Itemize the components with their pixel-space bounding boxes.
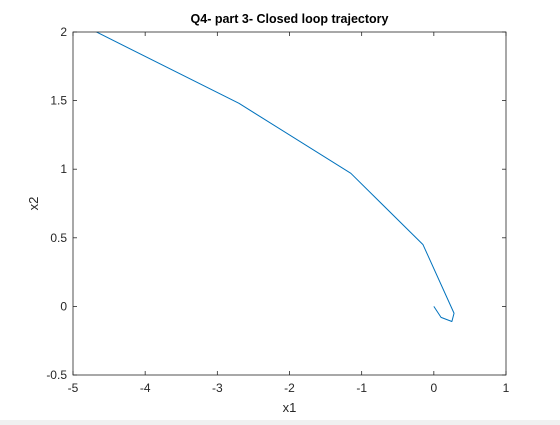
y-tick-label: 0.5 bbox=[50, 231, 67, 245]
y-axis-label: x2 bbox=[26, 197, 41, 211]
chart-title: Q4- part 3- Closed loop trajectory bbox=[191, 12, 389, 26]
y-tick-label: -0.5 bbox=[46, 368, 67, 382]
x-tick-label: -2 bbox=[284, 381, 295, 395]
x-tick-label: 0 bbox=[430, 381, 437, 395]
x-tick-label: -5 bbox=[68, 381, 79, 395]
x-tick-label: -4 bbox=[140, 381, 151, 395]
y-tick-label: 2 bbox=[60, 25, 67, 39]
x-axis-label: x1 bbox=[283, 400, 297, 415]
y-tick-label: 1 bbox=[60, 162, 67, 176]
x-tick-label: 1 bbox=[503, 381, 510, 395]
x-tick-label: -1 bbox=[356, 381, 367, 395]
y-tick-label: 1.5 bbox=[50, 94, 67, 108]
x-tick-label: -3 bbox=[212, 381, 223, 395]
plot-area bbox=[73, 32, 506, 375]
y-tick-label: 0 bbox=[60, 299, 67, 313]
